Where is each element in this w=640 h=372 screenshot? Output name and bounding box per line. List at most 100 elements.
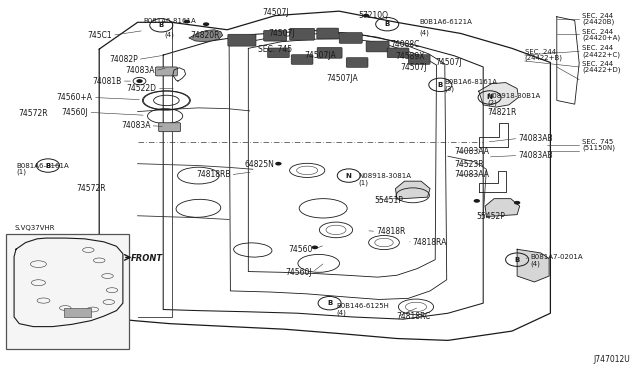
Polygon shape [517,249,549,282]
Text: 55452P: 55452P [477,212,506,221]
FancyBboxPatch shape [387,48,409,58]
Text: 74507J: 74507J [262,8,289,17]
Circle shape [184,20,190,23]
Polygon shape [396,181,430,199]
Circle shape [203,22,209,26]
Text: 74507J: 74507J [435,58,462,67]
Text: 74560J: 74560J [285,268,312,277]
Text: B: B [159,22,164,28]
Circle shape [137,80,142,83]
FancyBboxPatch shape [264,30,287,41]
Text: (4): (4) [530,260,540,267]
Text: SEC. 244: SEC. 244 [582,45,614,51]
Text: 74818RA: 74818RA [413,238,447,247]
Text: SEC. 745: SEC. 745 [258,45,292,54]
Text: 74522D: 74522D [127,84,157,93]
Bar [6,234,129,349]
Text: 74820R: 74820R [190,31,220,40]
Text: SEC. 244: SEC. 244 [582,13,614,19]
Text: N: N [486,94,493,100]
FancyBboxPatch shape [159,123,180,132]
Polygon shape [189,30,223,42]
FancyBboxPatch shape [339,32,362,43]
Text: B081A7-0201A: B081A7-0201A [530,254,582,260]
Text: 74507J: 74507J [400,63,427,72]
Text: 74081B: 74081B [92,77,122,86]
Text: 74821R: 74821R [488,108,517,117]
Text: 74818RC: 74818RC [397,312,431,321]
Text: 74088C: 74088C [390,40,420,49]
Text: (24422+B): (24422+B) [525,55,563,61]
Circle shape [136,79,143,83]
Text: B081A6-8161A: B081A6-8161A [16,163,68,169]
Text: 74507JA: 74507JA [304,51,336,60]
Text: N: N [346,173,352,179]
Circle shape [275,162,282,166]
Text: (3): (3) [445,85,455,92]
FancyBboxPatch shape [289,28,314,40]
Text: 74818RB: 74818RB [196,170,230,179]
Text: 74083AB: 74083AB [518,151,553,160]
FancyBboxPatch shape [346,58,368,67]
FancyBboxPatch shape [268,48,289,58]
Text: J747012U: J747012U [594,355,630,364]
Text: (1): (1) [358,179,369,186]
Text: 74507JA: 74507JA [326,74,358,83]
FancyBboxPatch shape [228,34,256,46]
Text: 74083A: 74083A [121,121,150,130]
Text: SEC. 244: SEC. 244 [582,61,614,67]
Text: 55451P: 55451P [374,196,403,205]
Text: B: B [515,257,520,263]
Circle shape [312,246,318,249]
Text: (51150N): (51150N) [582,145,616,151]
Text: B: B [45,163,51,169]
FancyBboxPatch shape [291,55,313,64]
FancyBboxPatch shape [156,67,177,76]
Text: (24420+A): (24420+A) [582,34,621,41]
Text: (4): (4) [164,32,175,38]
Text: B: B [385,21,390,27]
Text: 74572R: 74572R [77,185,106,193]
Polygon shape [485,199,520,217]
Text: SEC. 244: SEC. 244 [525,49,556,55]
Text: B: B [327,300,332,306]
Text: 74589X: 74589X [396,52,425,61]
Bar [64,308,91,317]
Text: N08918-30B1A: N08918-30B1A [488,93,541,99]
Text: B: B [438,82,443,88]
Circle shape [514,201,520,205]
Circle shape [363,14,369,17]
Text: 57210Q: 57210Q [358,11,388,20]
Polygon shape [479,83,518,107]
Text: (1): (1) [16,169,26,176]
Circle shape [474,199,480,203]
Text: B0B146-6125H: B0B146-6125H [336,303,389,309]
Text: 74523R: 74523R [454,160,484,169]
Text: SEC. 745: SEC. 745 [582,139,614,145]
Text: 74560+A: 74560+A [57,93,93,102]
Text: (4): (4) [336,309,346,316]
Text: N08918-3081A: N08918-3081A [358,173,412,179]
Text: 74507J: 74507J [269,29,296,38]
Text: 74083A: 74083A [125,66,155,75]
FancyBboxPatch shape [408,55,430,64]
Text: FRONT: FRONT [131,254,163,263]
FancyBboxPatch shape [317,28,339,39]
Text: 74083AB: 74083AB [518,134,553,143]
Text: 74083AA: 74083AA [454,147,490,156]
Text: SEC. 244: SEC. 244 [582,29,614,35]
Text: B081A6-8161A: B081A6-8161A [143,18,196,24]
Text: 745C1: 745C1 [88,31,112,40]
FancyBboxPatch shape [317,47,342,58]
Text: 74560: 74560 [288,246,312,254]
Text: 74082P: 74082P [109,55,138,64]
Text: 64825N: 64825N [244,160,274,169]
Text: 74818R: 74818R [376,227,406,236]
FancyBboxPatch shape [366,41,389,52]
Text: 74572R: 74572R [19,109,48,118]
Text: (4): (4) [419,30,429,36]
Text: B0B1A6-6121A: B0B1A6-6121A [419,19,472,25]
Text: S.VQ37VHR: S.VQ37VHR [14,225,54,231]
Text: 74083AA: 74083AA [454,170,490,179]
Text: 74560J: 74560J [61,108,88,117]
